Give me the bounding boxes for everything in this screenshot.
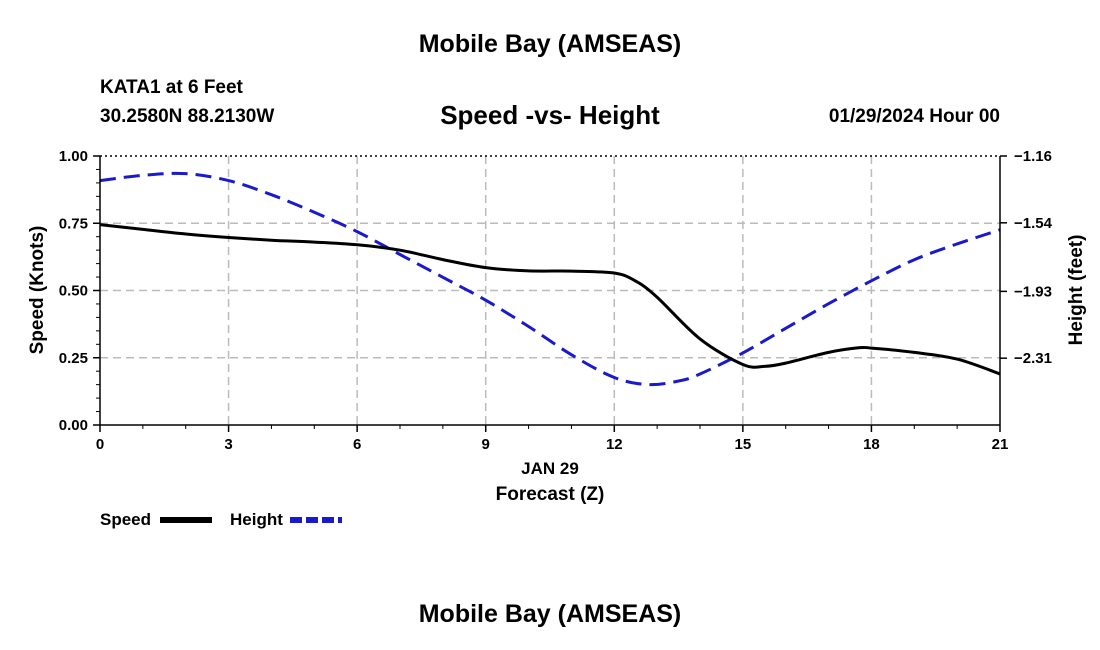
series-layer — [99, 171, 1001, 387]
y2-tick-label: −1.16 — [1014, 148, 1052, 165]
y-tick-label: 0.00 — [59, 417, 88, 434]
y-axis-label: Speed (Knots) — [27, 226, 48, 355]
y2-tick-label: −2.31 — [1014, 350, 1052, 367]
x-tick-label: 15 — [735, 436, 752, 453]
tick-labels: 0 3 6 9 12 15 18 21 0.00 0.25 0.50 0.75 1.00 −1.16 −1.… — [59, 148, 1053, 453]
station-coordinates: 30.2580N 88.2130W — [100, 106, 275, 127]
footer-title: Mobile Bay (AMSEAS) — [418, 600, 682, 628]
y-tick-label: 0.25 — [59, 350, 88, 367]
grid — [100, 156, 1000, 425]
x-tick-label: 9 — [482, 436, 490, 453]
y-tick-label: 0.75 — [59, 215, 88, 232]
y2-tick-label: −1.54 — [1014, 215, 1053, 232]
series-line-height — [99, 171, 1001, 387]
legend-label-height: Height — [230, 510, 283, 529]
page-title: Mobile Bay (AMSEAS) — [418, 30, 682, 58]
station-label: KATA1 at 6 Feet — [100, 77, 243, 98]
x-tick-label: 21 — [992, 436, 1009, 453]
forecast-datetime: 01/29/2024 Hour 00 — [828, 106, 1000, 127]
x-tick-label: 0 — [96, 436, 104, 453]
legend-label-speed: Speed — [100, 510, 152, 529]
y-tick-label: 0.50 — [59, 283, 88, 300]
y2-tick-label: −1.93 — [1014, 283, 1052, 300]
x-tick-label: 12 — [606, 436, 623, 453]
chart-title: Speed -vs- Height — [440, 100, 660, 130]
y2-axis-label: Height (feet) — [1066, 235, 1087, 346]
series-line-speed — [99, 223, 1001, 376]
x-tick-label: 3 — [224, 436, 232, 453]
axes — [93, 155, 1007, 432]
x-axis-date-label: JAN 29 — [521, 459, 579, 478]
y-tick-label: 1.00 — [59, 148, 88, 165]
x-tick-label: 6 — [353, 436, 361, 453]
x-tick-label: 18 — [863, 436, 880, 453]
x-axis-label: Forecast (Z) — [496, 484, 605, 505]
